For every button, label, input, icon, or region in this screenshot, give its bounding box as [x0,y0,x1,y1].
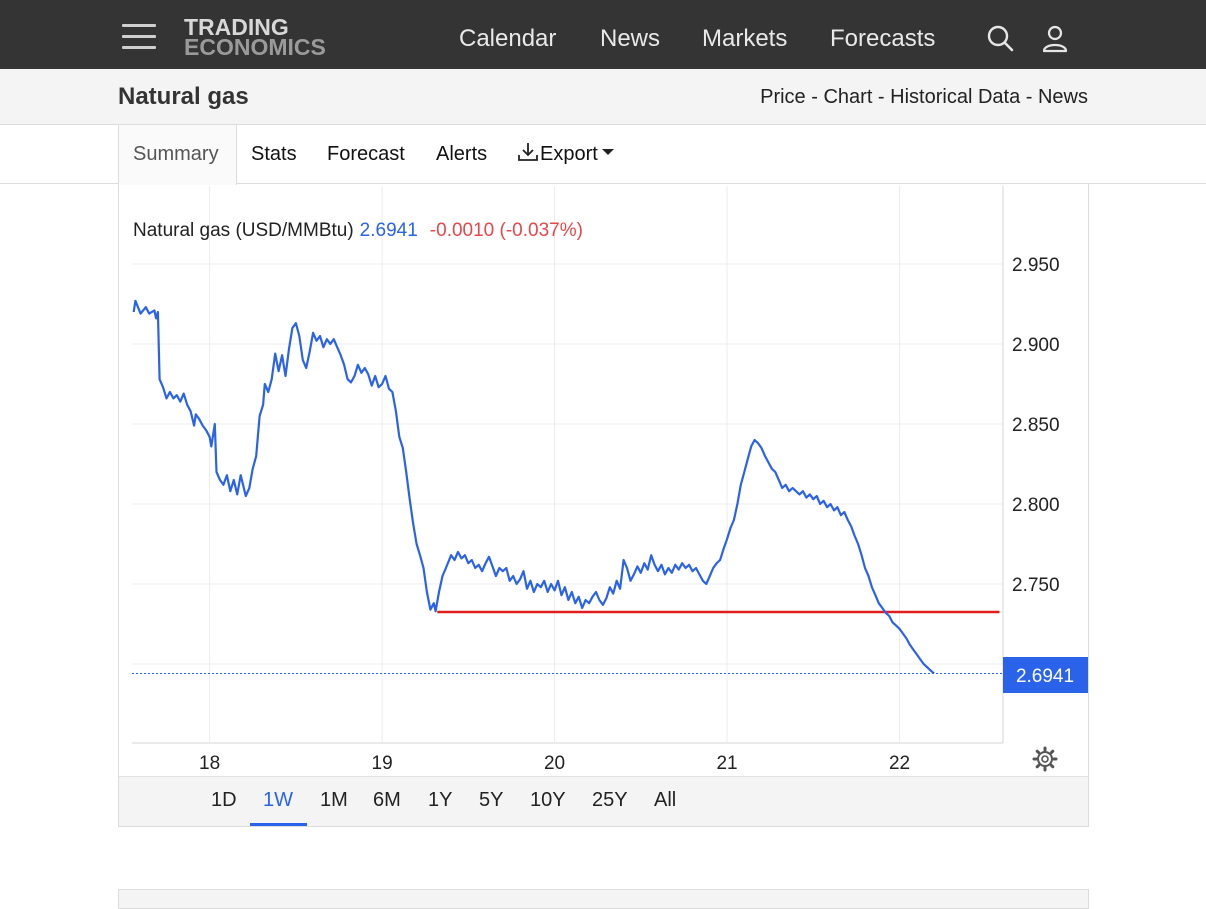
link-historical-data[interactable]: Historical Data [890,86,1021,108]
chart-grid [132,186,1004,744]
link-separator: - [805,86,824,108]
link-separator: - [872,86,891,108]
tab-summary[interactable]: Summary [118,125,237,185]
last-price-text: 2.6941 [1016,666,1074,687]
link-price[interactable]: Price [760,86,806,108]
tab-stats[interactable]: Stats [251,143,297,165]
tab-forecast[interactable]: Forecast [327,143,405,165]
nav-markets[interactable]: Markets [702,25,788,52]
instrument-name: Natural gas (USD/MMBtu) [133,220,354,241]
range-1d[interactable]: 1D [211,789,237,811]
link-separator: - [1020,86,1038,108]
range-all[interactable]: All [654,789,677,811]
instrument-header: Natural gas Price - Chart - Historical D… [0,69,1206,125]
price-chart[interactable]: Natural gas (USD/MMBtu) 2.6941 -0.0010 (-0… [119,184,1088,776]
instrument-links: Price - Chart - Historical Data - News [760,86,1088,109]
y-tick-label: 2.850 [1012,415,1060,436]
logo-line-2: ECONOMICS [184,34,326,60]
export-dropdown[interactable]: Export [516,125,615,184]
page-title: Natural gas [118,83,249,110]
current-price: 2.6941 [360,220,418,241]
link-news[interactable]: News [1037,86,1088,108]
settings-gear-icon[interactable] [1032,746,1058,772]
price-series-line [132,299,935,675]
x-axis-labels: 18 19 20 21 22 [199,753,910,774]
active-range-indicator [250,823,307,826]
chart-header: Natural gas (USD/MMBtu) 2.6941 -0.0010 (-0… [133,220,583,241]
range-selector: 1D 1W 1M 6M 1Y 5Y 10Y 25Y All [119,776,1088,826]
y-tick-label: 2.750 [1012,575,1060,596]
download-icon [518,143,538,161]
nav-forecasts[interactable]: Forecasts [830,25,936,52]
y-tick-label: 2.900 [1012,335,1060,356]
range-1m[interactable]: 1M [320,789,348,811]
y-tick-label: 2.800 [1012,495,1060,516]
price-change: -0.0010 (-0.037%) [430,220,583,241]
range-6m[interactable]: 6M [373,789,401,811]
menu-icon[interactable] [122,24,156,50]
next-section-panel [118,889,1089,909]
x-tick-label: 19 [372,753,393,774]
x-tick-label: 20 [544,753,565,774]
search-icon[interactable] [986,24,1016,54]
top-navigation-bar: TRADING ECONOMICS Calendar News Markets … [0,0,1206,69]
chart-container: Natural gas (USD/MMBtu) 2.6941 -0.0010 (-0… [118,184,1089,827]
x-tick-label: 21 [716,753,737,774]
range-1y[interactable]: 1Y [428,789,453,811]
user-icon[interactable] [1040,24,1070,54]
chart-tabs: Summary Stats Forecast Alerts Export [0,125,1206,185]
y-tick-label: 2.950 [1012,255,1060,276]
range-5y[interactable]: 5Y [479,789,504,811]
range-1w[interactable]: 1W [263,789,293,811]
caret-down-icon [601,149,614,155]
nav-news[interactable]: News [600,25,661,52]
export-label: Export [540,143,598,165]
x-tick-label: 18 [199,753,220,774]
logo-line-1: TRADING [184,14,289,40]
trading-economics-logo[interactable]: TRADING ECONOMICS [184,14,326,60]
nav-calendar[interactable]: Calendar [459,25,557,52]
range-10y[interactable]: 10Y [530,789,566,811]
x-tick-label: 22 [889,753,910,774]
link-chart[interactable]: Chart [823,86,873,108]
last-price-label: 2.6941 [1003,657,1088,693]
tab-alerts[interactable]: Alerts [436,143,488,165]
range-25y[interactable]: 25Y [592,789,628,811]
